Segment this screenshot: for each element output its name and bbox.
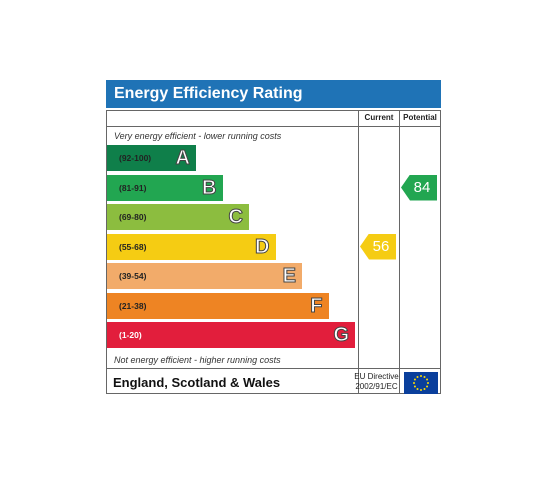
eu-directive-label: EU Directive 2002/91/EC [349, 372, 404, 392]
eu-star [416, 375, 419, 378]
eu-flag-icon [404, 372, 438, 394]
eu-directive-line2: 2002/91/EC [355, 382, 398, 391]
current-column-divider [358, 111, 359, 394]
band-range-label: (21-38) [119, 300, 147, 311]
rating-band-e: (39-54) E [107, 263, 302, 289]
top-note: Very energy efficient - lower running co… [114, 131, 282, 141]
band-range-label: (55-68) [119, 241, 147, 252]
eu-star [427, 382, 429, 384]
eu-star [426, 385, 429, 388]
eu-star [420, 389, 422, 391]
eu-star [426, 378, 429, 381]
band-letter: G [333, 324, 350, 347]
current-rating-value: 56 [372, 237, 390, 255]
eu-star [420, 375, 422, 377]
current-rating-arrow: 56 [360, 233, 396, 260]
band-range-label: (39-54) [119, 271, 147, 281]
eu-star [413, 382, 415, 384]
eu-star [413, 378, 416, 381]
region-label: England, Scotland & Wales [113, 375, 281, 390]
band-letter: A [175, 147, 190, 170]
chart-title: Energy Efficiency Rating [106, 80, 441, 108]
rating-band-d: (55-68) D [107, 233, 276, 260]
band-letter: E [282, 265, 296, 288]
potential-rating-value: 84 [413, 178, 431, 196]
eu-star [423, 375, 426, 378]
footer-line [107, 368, 440, 369]
band-range-label: (92-100) [119, 153, 152, 163]
potential-rating-arrow: 84 [401, 174, 437, 201]
eu-star [413, 385, 416, 388]
rating-band-b: (81-91) B [107, 174, 223, 201]
eu-star [423, 388, 426, 391]
chart-frame: Current Potential Very energy efficient … [106, 110, 441, 394]
potential-column-header: Potential [403, 113, 437, 122]
epc-chart: Energy Efficiency Rating Current Potenti… [106, 80, 441, 394]
band-range-label: (1-20) [119, 330, 142, 340]
rating-band-g: (1-20) G [107, 322, 355, 348]
bottom-note: Not energy efficient - higher running co… [114, 355, 281, 365]
header-row-line [107, 126, 440, 127]
eu-directive-line1: EU Directive [354, 372, 399, 381]
band-range-label: (81-91) [119, 182, 147, 193]
band-range-label: (69-80) [119, 212, 147, 222]
band-letter: F [310, 294, 323, 317]
band-letter: D [255, 235, 270, 258]
band-letter: C [228, 206, 243, 229]
band-letter: B [202, 176, 217, 199]
eu-star [416, 388, 419, 391]
potential-column-divider [399, 111, 400, 394]
rating-band-a: (92-100) A [107, 145, 196, 171]
current-column-header: Current [364, 113, 394, 122]
rating-band-f: (21-38) F [107, 292, 329, 319]
rating-band-c: (69-80) C [107, 204, 249, 230]
